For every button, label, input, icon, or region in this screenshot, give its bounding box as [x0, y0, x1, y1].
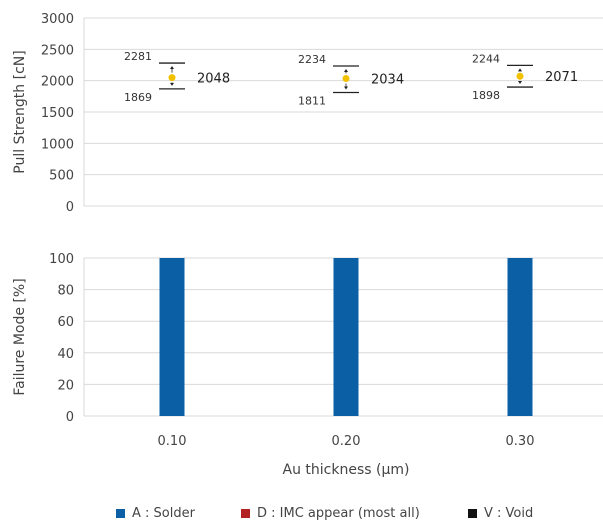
legend-label-solder: A : Solder [132, 506, 195, 521]
legend: A : Solder D : IMC appear (most all) V :… [0, 506, 603, 526]
failure-bar [333, 258, 359, 416]
legend-item-solder: A : Solder [116, 506, 195, 521]
failure-ytick-label: 80 [57, 284, 74, 299]
pull-errorbar-arrow-up-icon [344, 69, 348, 73]
failure-ytick-label: 20 [57, 378, 74, 393]
pull-ytick-label: 1000 [41, 137, 74, 152]
pull-mean-point [516, 72, 524, 80]
pull-ytick-label: 0 [66, 200, 74, 215]
legend-swatch-void [468, 509, 477, 518]
pull-strength-panel: 0 500 1000 1500 2000 2500 3000 Pull Strength [c… [12, 12, 603, 215]
pull-errorbar-arrow-down-icon [344, 86, 348, 90]
pull-min-label: 1869 [124, 91, 152, 104]
failure-bar [159, 258, 185, 416]
legend-item-imc: D : IMC appear (most all) [241, 506, 420, 521]
pull-mean-label: 2071 [545, 70, 578, 85]
pull-errorbar-arrow-down-icon [170, 82, 174, 86]
pull-ytick-label: 2000 [41, 75, 74, 90]
legend-label-imc: D : IMC appear (most all) [257, 506, 420, 521]
failure-y-axis-title: Failure Mode [%] [12, 278, 28, 395]
pull-min-label: 1811 [298, 95, 326, 108]
pull-mean-label: 2048 [197, 72, 230, 87]
pull-y-axis-title: Pull Strength [cN] [12, 50, 28, 173]
x-tick-label: 0.10 [158, 434, 187, 449]
legend-swatch-solder [116, 509, 125, 518]
pull-mean-label: 2034 [371, 73, 404, 88]
failure-ytick-label: 40 [57, 347, 74, 362]
pull-ytick-label: 3000 [41, 12, 74, 27]
pull-ytick-label: 2500 [41, 43, 74, 58]
pull-errorbar-arrow-up-icon [170, 66, 174, 70]
failure-ytick-label: 60 [57, 315, 74, 330]
pull-errorbar-arrow-up-icon [518, 68, 522, 72]
pull-ytick-label: 500 [49, 169, 74, 184]
legend-label-void: V : Void [484, 506, 534, 521]
x-tick-label: 0.20 [332, 434, 361, 449]
legend-item-void: V : Void [468, 506, 533, 521]
pull-max-label: 2244 [472, 52, 500, 65]
pull-errorbar-arrow-down-icon [518, 81, 522, 85]
x-axis-title: Au thickness (μm) [283, 462, 410, 478]
failure-ytick-label: 0 [66, 410, 74, 425]
failure-bar [507, 258, 533, 416]
failure-mode-panel: 0 20 40 60 80 100 Failure Mode [%] 0.10 0.20 0.30… [12, 252, 603, 478]
x-tick-label: 0.30 [506, 434, 535, 449]
pull-mean-point [168, 74, 176, 82]
pull-max-label: 2234 [298, 53, 326, 66]
pull-ytick-label: 1500 [41, 106, 74, 121]
pull-min-label: 1898 [472, 89, 500, 102]
failure-ytick-label: 100 [49, 252, 74, 267]
pull-mean-point [342, 75, 350, 83]
legend-swatch-imc [241, 509, 250, 518]
pull-max-label: 2281 [124, 50, 152, 63]
